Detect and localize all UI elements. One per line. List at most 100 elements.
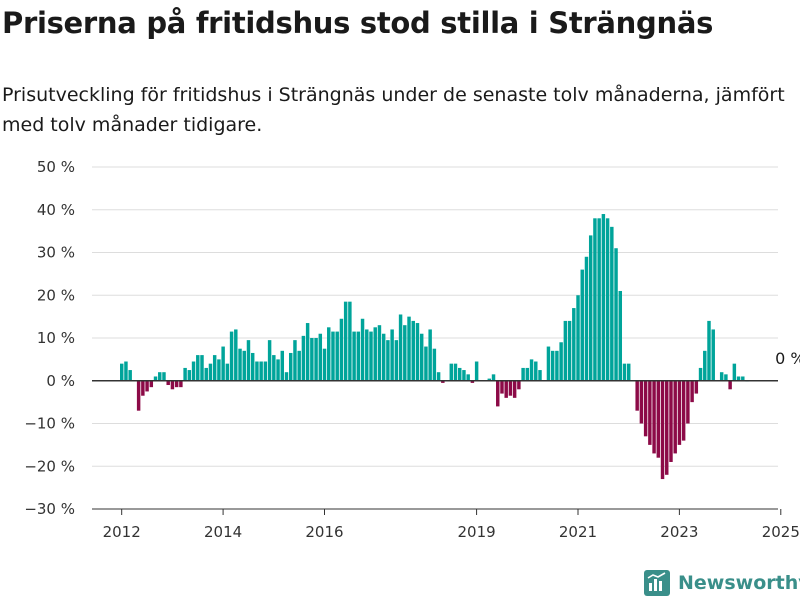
bar — [191, 361, 196, 381]
bar — [517, 380, 521, 390]
bar — [305, 323, 310, 381]
bar — [487, 378, 492, 381]
bar — [635, 380, 639, 411]
bar — [648, 380, 652, 445]
bar — [466, 374, 470, 381]
x-tick-label: 2025 — [762, 523, 800, 541]
bar — [719, 372, 724, 381]
bar — [428, 329, 432, 381]
bar — [327, 327, 331, 381]
bar — [449, 363, 454, 381]
bar — [458, 367, 462, 381]
chart-title: Priserna på fritidshus stod stilla i Str… — [2, 6, 714, 40]
bar — [436, 372, 441, 381]
data-labels: 0 % — [775, 349, 800, 368]
bar — [381, 333, 386, 381]
x-tick-label: 2019 — [457, 523, 495, 541]
bar — [149, 380, 154, 388]
bar — [301, 335, 306, 381]
bar — [567, 320, 572, 381]
x-tick-label: 2012 — [103, 523, 141, 541]
bar — [496, 380, 500, 407]
bar — [398, 314, 403, 381]
x-tick-label: 2016 — [305, 523, 343, 541]
bar — [386, 340, 390, 381]
bar — [521, 367, 525, 381]
bar — [255, 361, 259, 381]
bar — [610, 226, 614, 381]
bar — [614, 248, 618, 381]
chart-subtitle: Prisutveckling för fritidshus i Strängnä… — [2, 84, 785, 136]
bar — [601, 214, 606, 381]
y-tick-label: 30 % — [37, 244, 75, 262]
y-tick-label: −30 % — [24, 500, 75, 518]
bar — [711, 329, 715, 381]
bar — [284, 372, 289, 381]
bar — [555, 350, 559, 381]
x-axis: 2012 2014 2016 2019 2021 2023 2025 — [92, 508, 800, 541]
bar — [656, 380, 661, 458]
x-tick-label: 2021 — [559, 523, 597, 541]
bar — [508, 380, 513, 396]
bar — [681, 380, 686, 441]
bar — [474, 361, 479, 381]
bar — [470, 380, 475, 383]
bar — [234, 329, 238, 381]
bar — [212, 355, 217, 381]
bar — [605, 218, 610, 381]
bar — [660, 380, 665, 480]
bar — [504, 380, 508, 398]
y-axis: 50 % 40 % 30 % 20 % 10 % 0 % −10 % −20 % −30 % — [24, 158, 75, 518]
y-tick-label: 50 % — [37, 158, 75, 176]
bar — [293, 340, 297, 381]
y-tick-label: −10 % — [24, 415, 75, 433]
bar — [643, 380, 648, 437]
x-tick-label: 2014 — [204, 523, 242, 541]
bar — [179, 380, 183, 388]
bar — [280, 350, 285, 381]
bar — [563, 320, 568, 381]
bar — [310, 338, 314, 381]
bar — [500, 380, 504, 394]
bar — [348, 301, 352, 381]
bar — [136, 380, 141, 411]
newsworthy-brand[interactable]: Newsworthy — [644, 566, 800, 600]
bar — [572, 308, 576, 381]
bar — [128, 370, 132, 381]
bar — [339, 318, 344, 381]
bar — [534, 361, 538, 381]
bar — [669, 380, 673, 462]
bars — [120, 214, 749, 480]
bar — [297, 350, 301, 381]
bar — [263, 361, 268, 381]
bar — [741, 376, 745, 381]
bar — [597, 218, 601, 381]
bar — [373, 327, 377, 381]
bar-chart: 50 % 40 % 30 % 20 % 10 % 0 % −10 % −20 % −30 % 2… — [24, 158, 800, 541]
bar — [529, 359, 534, 381]
bar — [242, 350, 246, 381]
bar — [394, 340, 399, 381]
bar — [314, 338, 318, 381]
bar — [415, 323, 420, 381]
bar — [703, 350, 707, 381]
bar — [639, 380, 644, 424]
bar — [343, 301, 348, 381]
bar — [686, 380, 690, 424]
bar — [141, 380, 145, 396]
bar — [158, 372, 162, 381]
bar — [525, 367, 530, 381]
bar — [267, 340, 272, 381]
bar — [200, 355, 204, 381]
bar — [352, 331, 356, 381]
bar — [584, 256, 589, 381]
y-tick-label: 20 % — [37, 286, 75, 304]
bar — [183, 367, 187, 381]
y-tick-label: 0 % — [46, 372, 75, 390]
bar — [170, 380, 175, 390]
bar — [390, 329, 394, 381]
bar — [732, 363, 737, 381]
bar — [250, 352, 255, 381]
bar — [318, 333, 323, 381]
bar — [593, 218, 597, 381]
